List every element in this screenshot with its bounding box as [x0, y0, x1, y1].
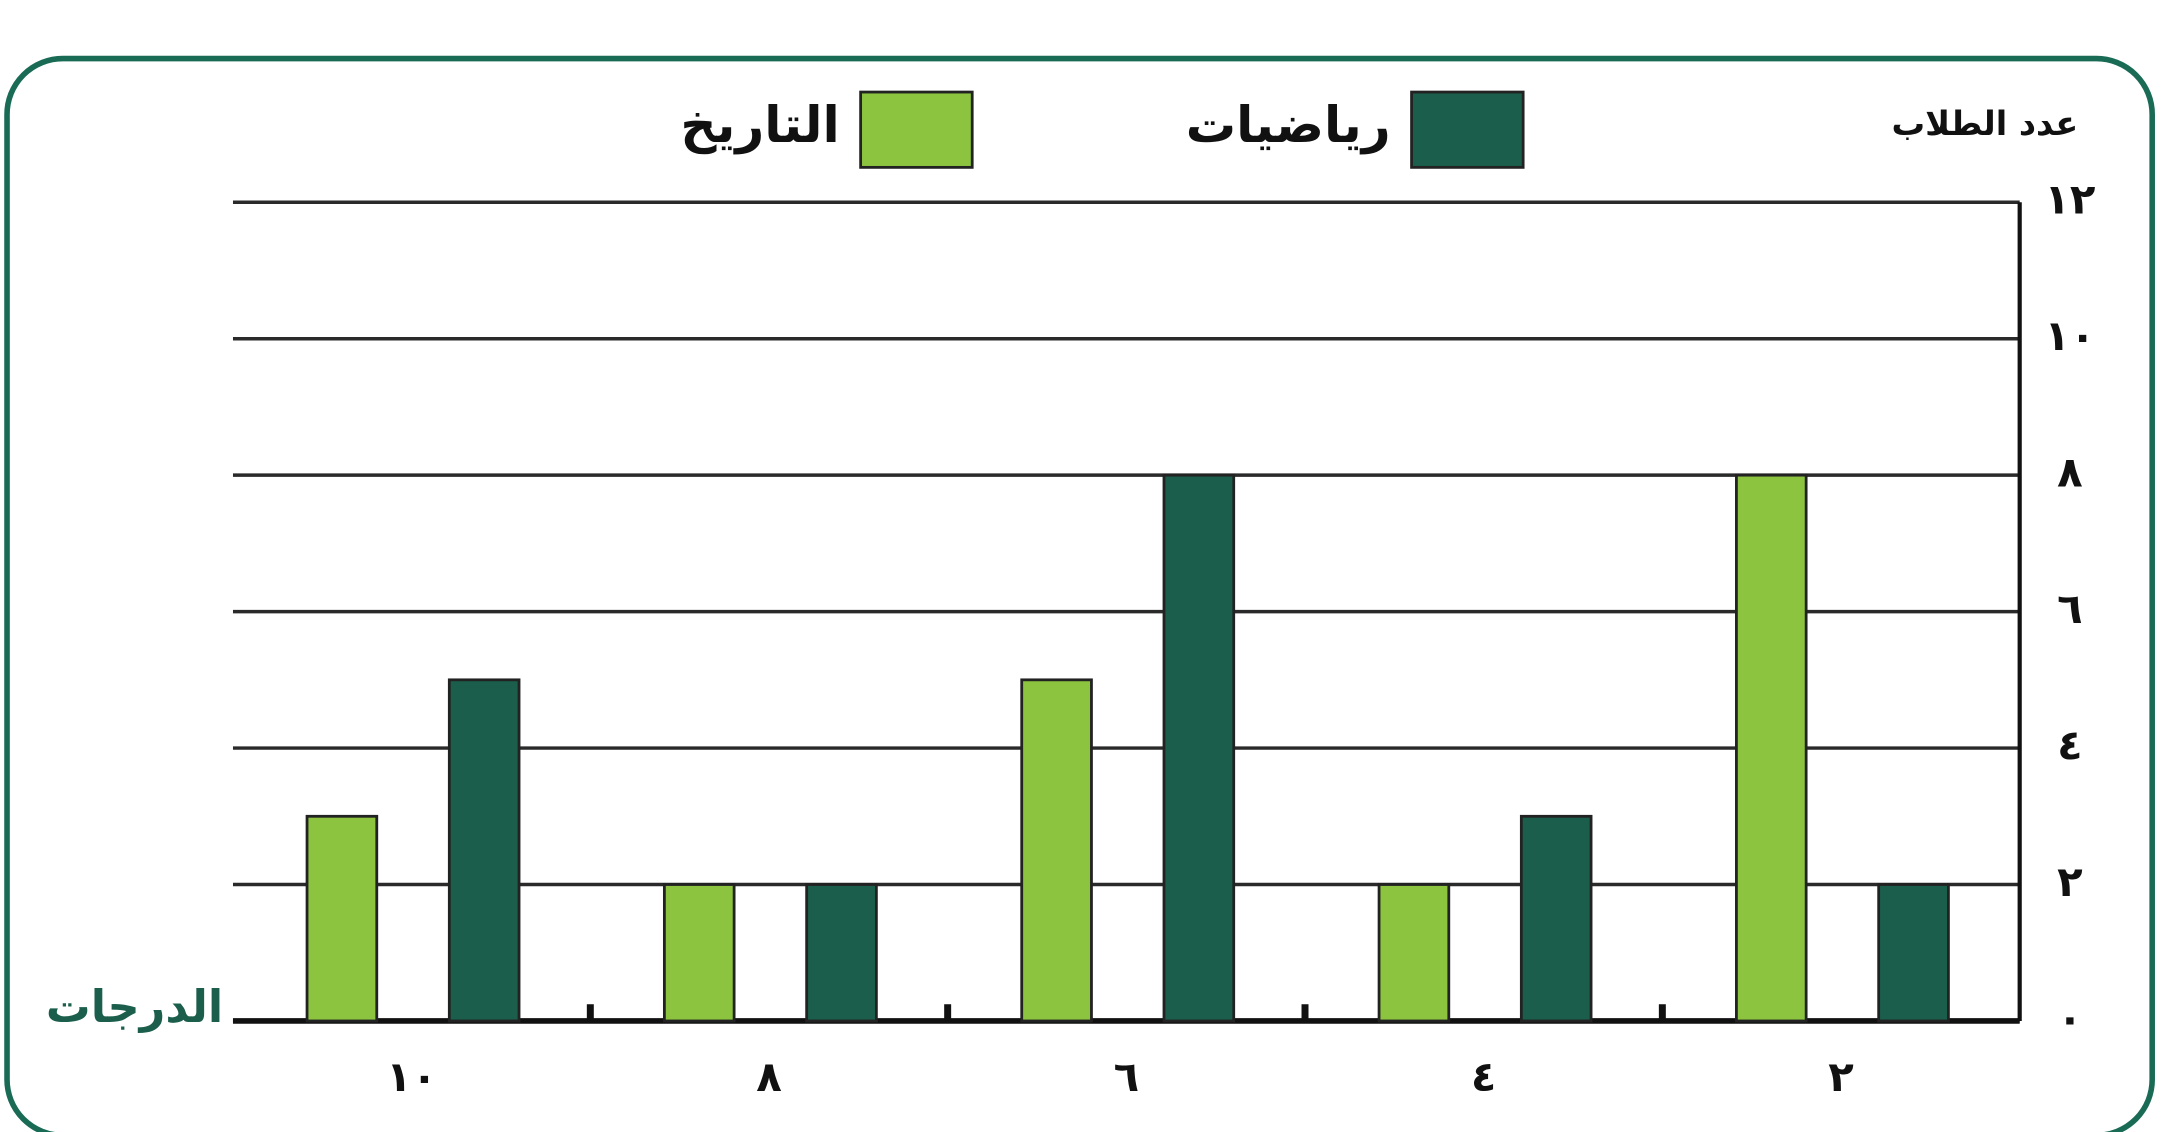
chart-frame: [4, 55, 2155, 1132]
y-tick-label: ١٢: [2044, 175, 2096, 224]
y-tick-label: ٨: [2057, 448, 2083, 497]
y-tick-label: ٤: [2057, 721, 2083, 770]
x-tick-label: ١٠: [386, 1052, 437, 1101]
legend-label: رياضيات: [1186, 95, 1391, 154]
bar: [1162, 473, 1236, 1023]
y-tick-label: ٢: [2057, 857, 2083, 906]
bar: [805, 883, 878, 1023]
x-axis-label: الدرجات: [46, 981, 223, 1033]
x-tick-label: ٢: [1828, 1052, 1854, 1101]
x-tick-label: ٦: [1114, 1052, 1140, 1101]
y-tick-label: ٠: [2057, 993, 2083, 1042]
bar: [1377, 883, 1451, 1023]
bar: [662, 883, 736, 1023]
bar: [447, 678, 521, 1023]
bar: [1519, 814, 1593, 1023]
x-tick-label: ٤: [1471, 1052, 1497, 1101]
bar: [305, 814, 379, 1023]
y-axis-label: عدد الطلاب: [1892, 104, 2079, 143]
bar: [1877, 883, 1950, 1023]
legend-swatch: [859, 90, 974, 169]
y-tick-label: ١٠: [2044, 311, 2095, 360]
bar: [1020, 678, 1093, 1023]
legend-swatch: [1410, 90, 1525, 169]
x-tick-label: ٨: [756, 1052, 782, 1101]
y-tick-label: ٦: [2057, 584, 2083, 633]
legend-label: التاريخ: [680, 95, 839, 155]
bar: [1735, 473, 1808, 1023]
